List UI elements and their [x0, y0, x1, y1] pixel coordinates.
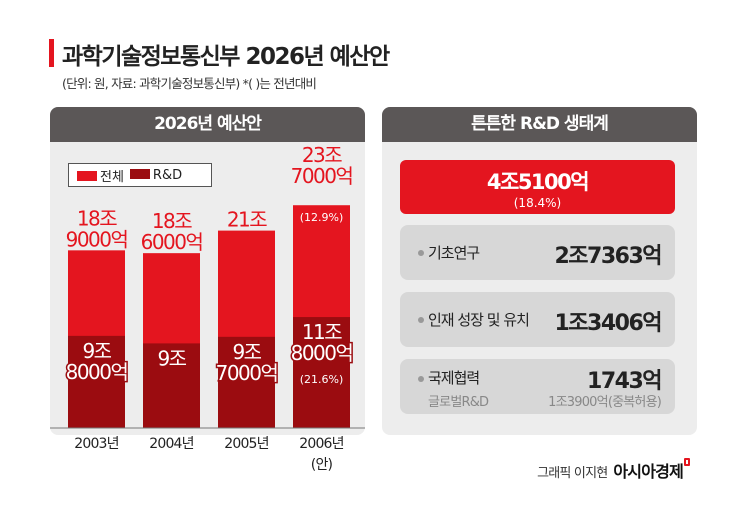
legend-item-rnd: R&D: [129, 167, 183, 183]
x-tick-label: 2004년: [149, 436, 194, 452]
x-tick-label: 2005년: [224, 436, 269, 452]
rnd-item-value: 1743억: [587, 369, 662, 394]
rnd-value-label: 9조: [157, 346, 186, 370]
x-tick-label: 2006년 (안): [299, 436, 344, 473]
rnd-item-label: 기초연구: [428, 244, 480, 262]
total-value-label: 21조: [227, 208, 267, 232]
total-value-label: 18조 9000억: [66, 206, 128, 251]
bar-rnd: [143, 343, 200, 428]
rnd-value-label: 9조 8000억: [66, 339, 128, 384]
rnd-total-box: 4조5100억 (18.4%): [400, 160, 675, 214]
rnd-change-label: (21.6%): [300, 373, 344, 386]
brand-mark-icon: [684, 458, 690, 466]
bar-rnd: [68, 335, 125, 428]
rnd-item-label: 국제협력: [428, 369, 480, 387]
budget-panel-title: 2026년 예산안: [50, 107, 365, 142]
footer-credit: 그래픽 이지현 아시아경제: [537, 458, 690, 482]
x-tick-label: 2003년: [74, 436, 119, 452]
rnd-total-value: 4조5100억: [486, 170, 590, 194]
rnd-panel-title: 튼튼한 R&D 생태계: [382, 107, 697, 142]
legend-item-total: 전체: [77, 166, 124, 185]
bullet-icon: [418, 250, 424, 256]
rnd-item-value: 2조7363억: [554, 244, 662, 269]
rnd-total-change: (18.4%): [513, 196, 562, 210]
bar-rnd: [218, 336, 275, 428]
page-subtitle: (단위: 원, 자료: 과학기술정보통신부) *( )는 전년대비: [62, 76, 317, 91]
page-title: 과학기술정보통신부 2026년 예산안: [62, 44, 390, 70]
total-value-label: 23조 7000억: [291, 143, 353, 188]
chart-legend: 전체 R&D: [68, 163, 212, 187]
total-value-label: 18조 6000억: [141, 209, 203, 254]
rnd-value-label: 9조 7000억: [216, 340, 278, 385]
bullet-icon: [418, 317, 424, 323]
rnd-item: 인재 성장 및 유치 1조3406억: [400, 292, 675, 347]
rnd-item: 기초연구 2조7363억: [400, 225, 675, 280]
legend-swatch-total: [77, 170, 97, 181]
title-accent-bar: [49, 39, 54, 67]
rnd-item: 국제협력 1743억 글로벌R&D 1조3900억(중복허용): [400, 359, 675, 414]
bullet-icon: [418, 376, 424, 382]
brand-logo: 아시아경제: [613, 462, 683, 481]
graphic-credit: 그래픽 이지현: [537, 466, 608, 481]
legend-label-rnd: R&D: [152, 167, 183, 183]
bar-rnd: [293, 317, 350, 428]
rnd-value-label: 11조 8000억: [291, 320, 353, 365]
bar-chart: 18조 9000억 9조 8000억 2003년 18조 6000억 9조 2004년 21조 9조…: [50, 143, 365, 473]
rnd-item-value: 1조3406억: [554, 311, 662, 336]
total-change-label: (12.9%): [300, 211, 344, 224]
rnd-item-label: 인재 성장 및 유치: [428, 311, 530, 329]
legend-label-total: 전체: [100, 169, 124, 185]
legend-swatch-rnd: [129, 168, 150, 179]
rnd-item-sublabel: 글로벌R&D: [428, 395, 489, 410]
rnd-item-subvalue: 1조3900억(중복허용): [548, 395, 662, 410]
